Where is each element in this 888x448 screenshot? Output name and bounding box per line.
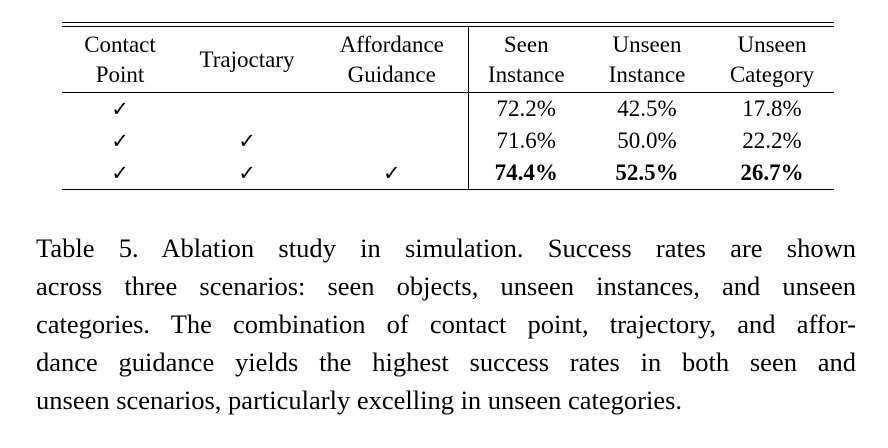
header-unseen-category-line2: Category [729,62,815,87]
cell-seen-instance: 71.6% [467,125,584,157]
header-affordance-guidance: Affordance Guidance [316,27,468,93]
header-unseen-instance-line1: Unseen [612,32,682,57]
cell-unseen-instance-best: 52.5% [615,160,679,185]
header-seen-line1: Seen [503,32,549,57]
header-contact-point: Contact Point [62,27,178,93]
cell-affordance-check [316,125,468,157]
header-unseen-instance-line2: Instance [608,62,686,87]
cell-unseen-category-best: 26.7% [740,160,804,185]
cell-unseen-instance: 50.0% [617,128,677,153]
header-affordance-line1: Affordance [339,32,444,57]
cell-seen-instance-best: 74.4% [467,157,584,189]
table-header-row: Contact Point Trajoctary Affordance Guid… [62,27,834,93]
header-seen-line2: Instance [487,62,565,87]
cell-affordance-check: ✓ [382,161,401,185]
header-contact-point-line1: Contact [84,32,156,57]
table-caption: Table 5. Ablation study in simulation. S… [36,229,856,419]
header-unseen-instance: Unseen Instance [584,27,710,93]
header-unseen-category-line1: Unseen [737,32,807,57]
cell-trajectory-check [178,93,316,126]
header-seen-instance: Seen Instance [467,27,584,93]
caption-line: across three scenarios: seen objects, un… [36,271,856,301]
table-top-rule [62,22,834,23]
header-contact-point-line2: Point [95,62,145,87]
caption-line: dance guidance yields the highest succes… [36,347,856,377]
cell-seen-instance: 72.2% [467,92,584,125]
table-row: ✓ ✓ ✓ 74.4% 52.5% 26.7% [62,157,834,189]
cell-trajectory-check: ✓ [238,161,256,185]
cell-affordance-check [316,93,468,126]
table-bottom-rule [62,189,834,190]
cell-trajectory-check: ✓ [238,129,256,153]
header-trajectory: Trajoctary [178,27,316,93]
header-affordance-line2: Guidance [347,62,436,87]
caption-line: Table 5. Ablation study in simulation. S… [36,233,856,263]
cell-unseen-category: 17.8% [742,96,802,121]
header-unseen-category: Unseen Category [710,27,834,93]
table-row: ✓ 72.2% 42.5% 17.8% [62,92,834,126]
cell-contact-check: ✓ [111,129,129,153]
cell-unseen-instance: 42.5% [617,96,677,121]
header-trajectory-line1: Trajoctary [199,47,295,72]
table-row: ✓ ✓ 71.6% 50.0% 22.2% [62,125,834,157]
cell-unseen-category: 22.2% [742,128,802,153]
caption-line: unseen scenarios, particularly excelling… [36,385,683,415]
ablation-table: Contact Point Trajoctary Affordance Guid… [62,27,834,189]
table-top-rule-double [62,26,834,27]
ablation-table-container: Contact Point Trajoctary Affordance Guid… [62,22,834,190]
cell-contact-check: ✓ [111,97,129,121]
caption-line: categories. The combination of contact p… [36,309,856,339]
cell-contact-check: ✓ [111,161,129,185]
